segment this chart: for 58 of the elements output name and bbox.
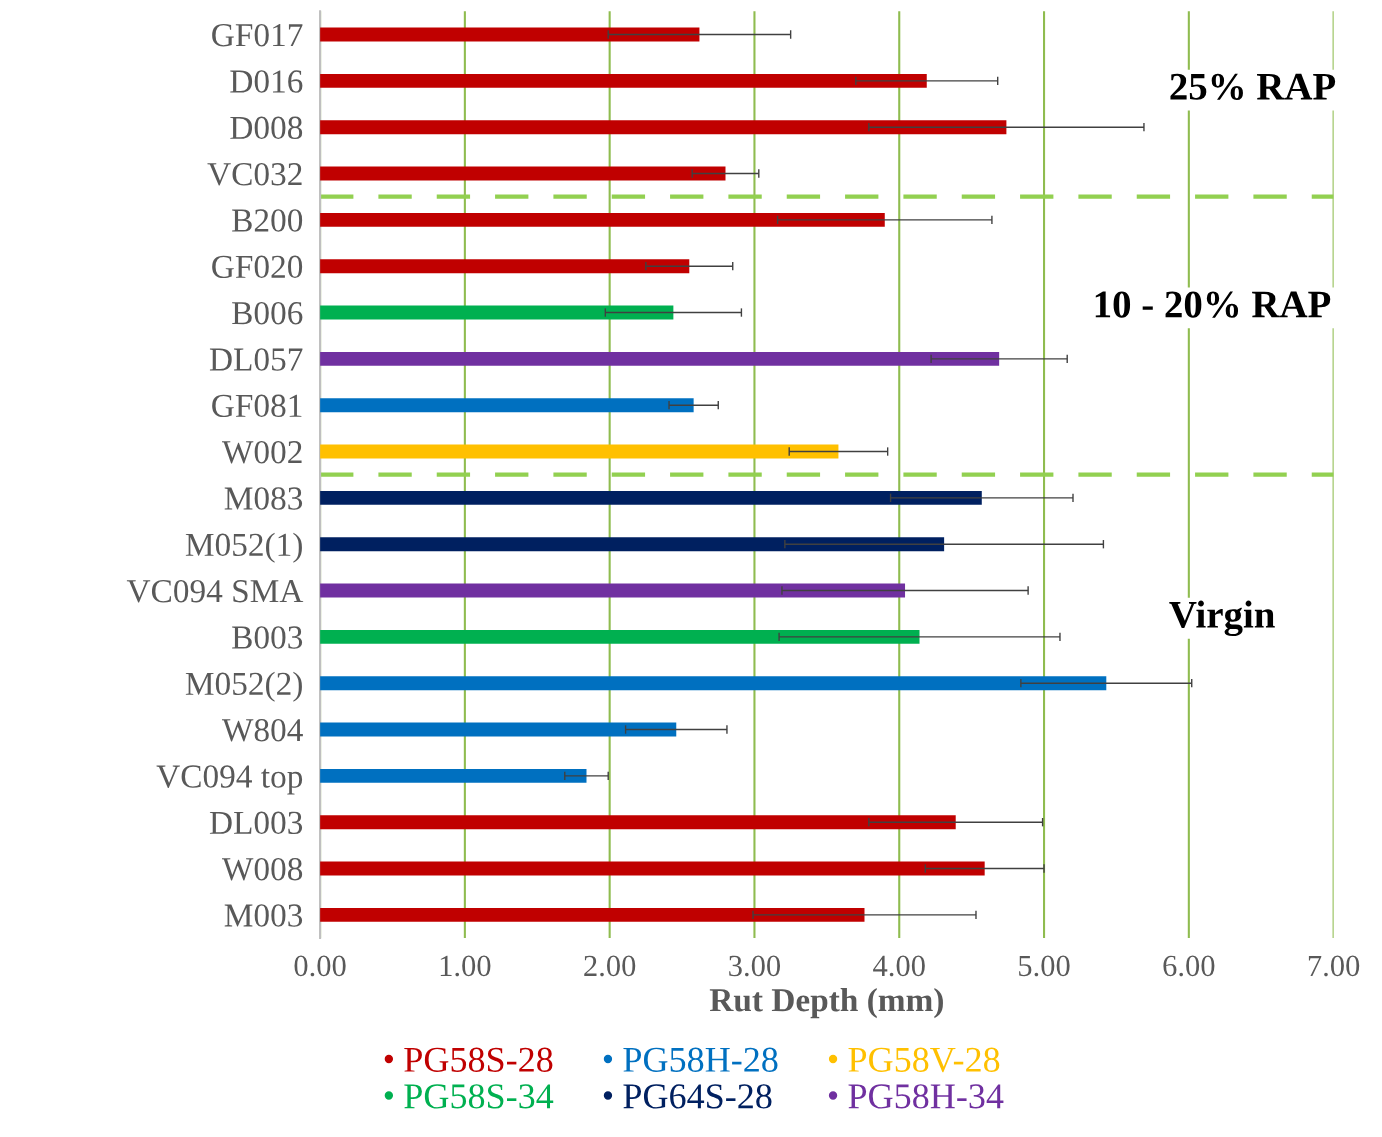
bar <box>320 120 1007 135</box>
y-tick-label: W804 <box>221 718 303 742</box>
y-tick-label: W002 <box>221 440 302 464</box>
legend-label: PG58S-28 <box>404 1047 553 1072</box>
y-tick-label: GF017 <box>212 23 303 47</box>
bar <box>320 73 927 88</box>
bar <box>320 27 700 42</box>
bar <box>320 305 674 320</box>
bar <box>320 861 985 876</box>
y-tick-label: D016 <box>230 70 303 93</box>
y-tick-label: B006 <box>232 301 303 325</box>
y-tick-label: DL057 <box>209 348 303 371</box>
annotation: 25% RAP <box>1170 73 1336 100</box>
legend-label: PG58V-28 <box>848 1047 1000 1073</box>
x-tick-label: 6.00 <box>1163 955 1215 977</box>
y-tick-label: W008 <box>221 857 303 881</box>
y-tick-label: VC094 SMA <box>126 579 304 603</box>
bar <box>320 722 677 737</box>
bar <box>320 629 920 644</box>
legend-label: PG64S-28 <box>623 1084 772 1109</box>
bar <box>320 768 587 783</box>
y-tick-label: GF081 <box>212 394 302 418</box>
y-tick-label: GF020 <box>212 255 303 279</box>
annotation: 10 - 20% RAP <box>1095 291 1331 318</box>
y-tick-label: M003 <box>224 904 303 927</box>
bar <box>320 398 694 413</box>
y-tick-label: B200 <box>232 209 303 232</box>
bar <box>320 351 1000 366</box>
y-tick-label: M052(1) <box>185 532 302 563</box>
bar <box>320 583 906 598</box>
y-tick-label: VC094 top <box>156 765 303 795</box>
bar <box>320 212 885 227</box>
bar <box>320 537 945 552</box>
x-tick-label: 2.00 <box>584 955 636 977</box>
x-tick-label: 4.00 <box>873 955 925 977</box>
bar <box>320 907 865 922</box>
x-tick-label: 7.00 <box>1308 955 1360 977</box>
y-tick-label: B003 <box>232 626 303 649</box>
annotation: Virgin <box>1169 600 1275 637</box>
y-tick-label: D008 <box>230 116 303 140</box>
y-tick-label: M083 <box>224 487 303 510</box>
x-axis-title: Rut Depth (mm) <box>709 987 943 1019</box>
legend-label: PG58H-34 <box>848 1084 1004 1109</box>
bar <box>320 490 982 505</box>
bar <box>320 815 956 830</box>
bar <box>320 259 690 274</box>
bar <box>320 166 726 181</box>
bar <box>320 676 1107 691</box>
bar <box>320 444 839 459</box>
x-tick-label: 3.00 <box>729 955 781 977</box>
legend-label: PG58S-34 <box>404 1084 554 1109</box>
x-tick-label: 1.00 <box>440 955 491 977</box>
y-tick-label: VC032 <box>207 162 302 186</box>
legend-label: PG58H-28 <box>623 1047 778 1072</box>
y-tick-label: M052(2) <box>185 671 302 702</box>
y-tick-label: DL003 <box>209 811 303 835</box>
x-tick-label: 5.00 <box>1019 955 1070 977</box>
x-tick-label: 0.00 <box>294 955 346 977</box>
